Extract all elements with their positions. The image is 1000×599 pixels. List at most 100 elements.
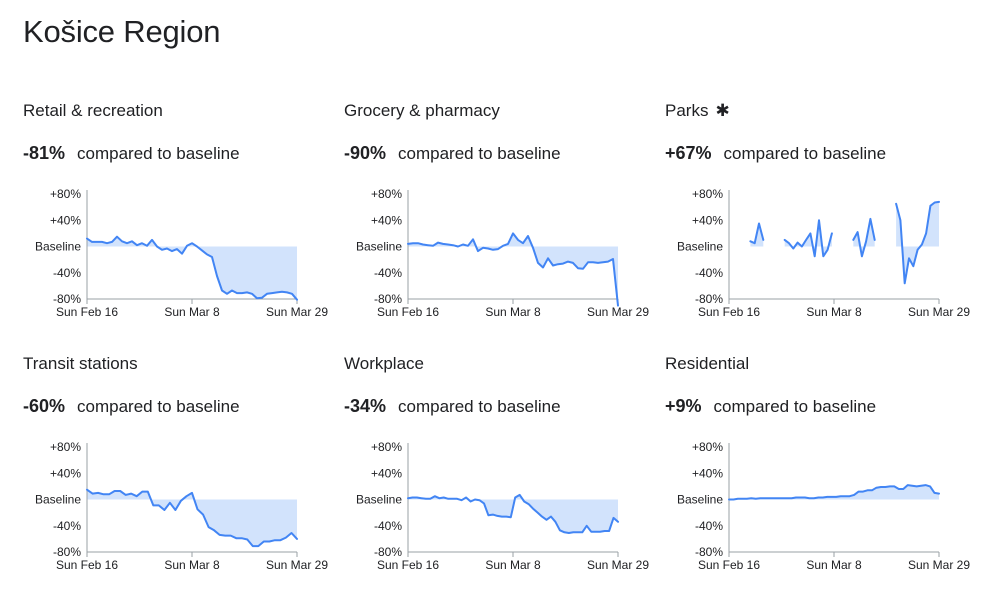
line-chart: +80% +40% Baseline -40% -80%Sun Feb 16 Sun Ma… xyxy=(677,187,970,319)
baseline-fill-area xyxy=(87,236,297,300)
series-line xyxy=(728,484,940,501)
y-tick-label: -40% xyxy=(374,519,402,533)
region-title: Košice Region xyxy=(23,14,221,49)
change-stat: +9% compared to baseline xyxy=(665,396,876,417)
baseline-fill-area xyxy=(87,489,297,547)
x-tick-label: Sun Mar 29 xyxy=(266,305,328,319)
change-value: -34% xyxy=(344,396,387,416)
x-tick-label: Sun Mar 29 xyxy=(908,305,970,319)
change-value: -81% xyxy=(23,143,66,163)
line-chart: +80% +40% Baseline -40% -80%Sun Feb 16 Sun Ma… xyxy=(356,440,649,572)
baseline-fill-group xyxy=(408,233,618,306)
y-tick-label: -40% xyxy=(53,266,81,280)
x-tick-label: Sun Feb 16 xyxy=(377,558,439,572)
x-tick-label: Sun Mar 8 xyxy=(806,305,862,319)
x-tick-label: Sun Feb 16 xyxy=(56,305,118,319)
series-line xyxy=(852,217,876,258)
y-tick-label: Baseline xyxy=(677,493,723,507)
line-chart: +80% +40% Baseline -40% -80%Sun Feb 16 Sun Ma… xyxy=(35,440,328,572)
y-tick-label: -80% xyxy=(695,292,723,306)
x-tick-label: Sun Mar 29 xyxy=(587,305,649,319)
baseline-fill-area xyxy=(408,494,618,533)
baseline-fill-group xyxy=(408,494,618,533)
y-tick-label: +80% xyxy=(371,440,402,454)
y-tick-label: -80% xyxy=(53,545,81,559)
y-tick-label: +40% xyxy=(50,213,81,227)
line-chart: +80% +40% Baseline -40% -80%Sun Feb 16 Sun Ma… xyxy=(356,187,649,319)
y-tick-label: Baseline xyxy=(356,493,402,507)
y-tick-label: -80% xyxy=(695,545,723,559)
category-title: Parks ✱ xyxy=(665,101,730,121)
y-tick-label: +40% xyxy=(50,466,81,480)
x-tick-label: Sun Feb 16 xyxy=(377,305,439,319)
comparison-text: compared to baseline xyxy=(398,144,561,163)
category-title: Workplace xyxy=(344,354,424,373)
series-line xyxy=(407,493,619,534)
x-tick-label: Sun Mar 8 xyxy=(806,558,862,572)
y-tick-label: +40% xyxy=(692,466,723,480)
panel-workplace: Workplace -34% compared to baseline +80% +… xyxy=(344,354,664,599)
line-chart: +80% +40% Baseline -40% -80%Sun Feb 16 Sun Ma… xyxy=(35,187,328,319)
panel-parks: Parks ✱ +67% compared to baseline +80% +40%… xyxy=(665,101,985,346)
y-tick-label: -80% xyxy=(374,292,402,306)
y-tick-label: -80% xyxy=(374,545,402,559)
y-tick-label: -40% xyxy=(695,519,723,533)
category-title: Residential xyxy=(665,354,750,373)
panel-grocery-pharmacy: Grocery & pharmacy -90% compared to basel… xyxy=(344,101,664,346)
change-stat: -60% compared to baseline xyxy=(23,396,240,417)
series-line xyxy=(749,222,765,245)
baseline-fill-group xyxy=(87,236,297,300)
change-value: -60% xyxy=(23,396,66,416)
change-value: +67% xyxy=(665,143,712,163)
y-tick-label: +40% xyxy=(692,213,723,227)
line-chart: +80% +40% Baseline -40% -80%Sun Feb 16 Sun Ma… xyxy=(677,440,970,572)
change-stat: -90% compared to baseline xyxy=(344,143,561,164)
comparison-text: compared to baseline xyxy=(77,397,240,416)
change-value: +9% xyxy=(665,396,702,416)
category-title-text: Parks xyxy=(665,101,709,120)
comparison-text: compared to baseline xyxy=(398,397,561,416)
x-tick-label: Sun Mar 8 xyxy=(164,305,220,319)
y-tick-label: +80% xyxy=(371,187,402,201)
category-title: Grocery & pharmacy xyxy=(344,101,500,120)
baseline-fill-group xyxy=(87,489,297,547)
y-tick-label: +40% xyxy=(371,213,402,227)
comparison-text: compared to baseline xyxy=(723,144,887,163)
y-tick-label: -40% xyxy=(695,266,723,280)
y-tick-label: Baseline xyxy=(35,493,81,507)
y-tick-label: +80% xyxy=(50,440,81,454)
y-tick-label: Baseline xyxy=(677,240,723,254)
baseline-fill-area xyxy=(408,233,618,306)
asterisk-icon: ✱ xyxy=(715,101,730,120)
x-tick-label: Sun Mar 29 xyxy=(908,558,970,572)
series-line xyxy=(407,232,619,307)
series-line xyxy=(895,200,940,285)
y-tick-label: -40% xyxy=(53,519,81,533)
y-tick-label: +80% xyxy=(50,187,81,201)
y-tick-label: +80% xyxy=(692,440,723,454)
change-stat: +67% compared to baseline xyxy=(665,143,886,164)
baseline-fill-group xyxy=(750,201,939,284)
panel-residential: Residential +9% compared to baseline +80%… xyxy=(665,354,985,599)
x-tick-label: Sun Mar 8 xyxy=(485,305,541,319)
comparison-text: compared to baseline xyxy=(713,397,877,416)
x-tick-label: Sun Mar 8 xyxy=(485,558,541,572)
x-tick-label: Sun Mar 8 xyxy=(164,558,220,572)
y-tick-label: -80% xyxy=(53,292,81,306)
category-title: Retail & recreation xyxy=(23,101,163,120)
x-tick-label: Sun Mar 29 xyxy=(266,558,328,572)
change-stat: -81% compared to baseline xyxy=(23,143,240,164)
series-line xyxy=(783,219,833,258)
y-tick-label: +80% xyxy=(692,187,723,201)
series-line xyxy=(86,488,298,548)
x-tick-label: Sun Mar 29 xyxy=(587,558,649,572)
panel-retail-recreation: Retail & recreation -81% compared to base… xyxy=(23,101,343,346)
baseline-fill-area xyxy=(729,485,939,500)
category-title: Transit stations xyxy=(23,354,138,373)
x-tick-label: Sun Feb 16 xyxy=(698,558,760,572)
panel-transit-stations: Transit stations -60% compared to baselin… xyxy=(23,354,343,599)
x-tick-label: Sun Feb 16 xyxy=(56,558,118,572)
y-tick-label: +40% xyxy=(371,466,402,480)
y-tick-label: -40% xyxy=(374,266,402,280)
series-line xyxy=(86,235,298,301)
